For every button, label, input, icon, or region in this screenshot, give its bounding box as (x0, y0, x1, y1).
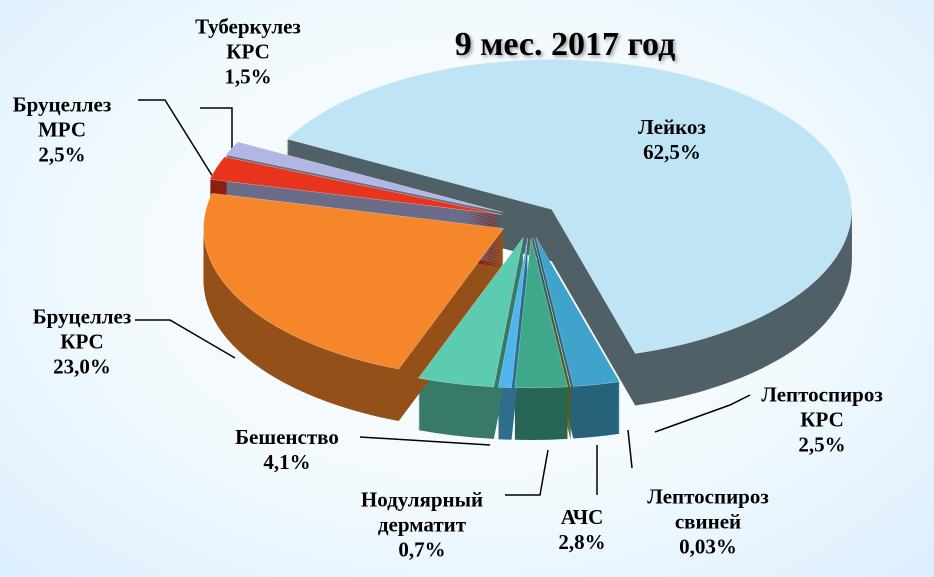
slice (225, 141, 503, 213)
leader-line (654, 394, 751, 433)
leader-line (359, 436, 491, 446)
category-label: Бруцеллез МРС (12, 92, 112, 142)
data-label: Нодулярный дерматит 0,7% (361, 488, 483, 563)
slice-side (533, 245, 571, 395)
data-label: Бруцеллез МРС 2,5% (13, 93, 112, 168)
leader-line (505, 449, 549, 496)
value-label: 2,5% (798, 432, 846, 457)
chart-title: 9 мес. 2017 год (454, 26, 676, 63)
data-label: Бешенство 4,1% (235, 425, 339, 475)
leader-lines (135, 99, 751, 496)
value-label: 23,0% (53, 354, 111, 379)
category-label: Нодулярный дерматит (360, 487, 484, 537)
slice (209, 156, 502, 215)
value-label: 4,1% (263, 450, 311, 474)
value-label: 62,5% (643, 140, 701, 164)
leader-line (135, 319, 236, 359)
slice (418, 237, 524, 388)
slice-side (533, 241, 571, 391)
slice-side (533, 247, 571, 397)
slice-side (533, 243, 571, 393)
data-label: Лейкоз 62,5% (638, 115, 706, 165)
value-label: 0,7% (398, 537, 446, 562)
category-label: Лейкоз (638, 115, 706, 139)
category-label: Бешенство (235, 425, 339, 449)
slice (498, 237, 528, 388)
data-label: Туберкулез КРС 1,5% (195, 15, 301, 90)
value-label: 2,5% (38, 142, 86, 167)
slice (203, 193, 504, 370)
value-label: 0,03% (679, 534, 737, 559)
data-label: Лептоспироз свиней 0,03% (647, 485, 769, 560)
category-label: Туберкулез КРС (195, 14, 301, 64)
category-label: АЧС (560, 505, 604, 529)
data-label: Лептоспироз КРС 2,5% (761, 383, 883, 458)
data-label: Бруцеллез КРС 23,0% (33, 305, 132, 380)
category-label: Лептоспироз свиней (647, 484, 769, 534)
leader-line (138, 99, 219, 186)
slice (286, 59, 852, 354)
slice (533, 237, 572, 388)
value-label: 2,8% (558, 530, 606, 554)
leader-line (627, 429, 633, 469)
slice (535, 237, 620, 387)
value-label: 1,5% (224, 64, 272, 89)
slice (514, 237, 569, 389)
leader-line (200, 107, 233, 160)
data-label: АЧС 2,8% (558, 505, 605, 555)
category-label: Бруцеллез КРС (32, 304, 132, 354)
category-label: Лептоспироз КРС (761, 382, 883, 432)
